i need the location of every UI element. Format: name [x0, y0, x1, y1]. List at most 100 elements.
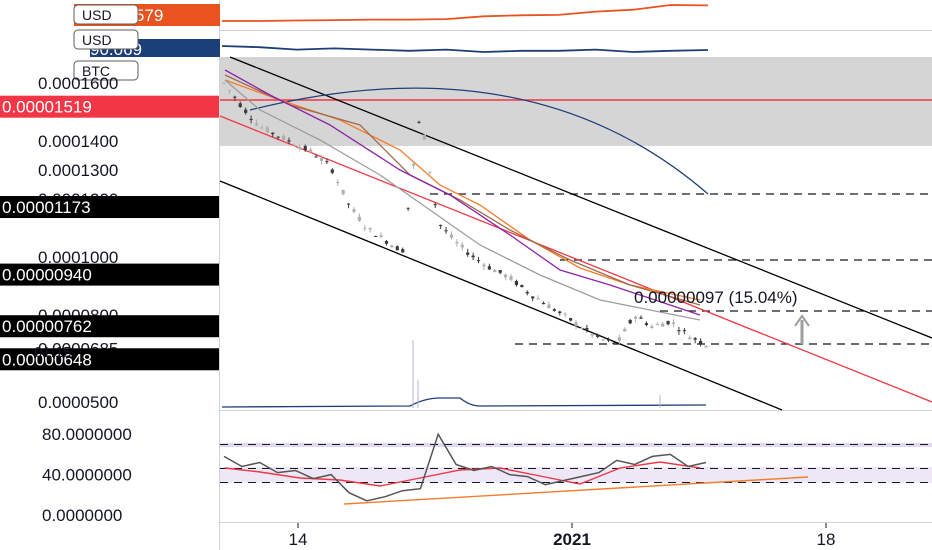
candle [693, 336, 697, 344]
price-badge-bg [0, 348, 219, 371]
measure-annotation: 0.00000097 (15.04%) [634, 288, 798, 307]
candle [374, 235, 378, 238]
comparison-line-usd-top [222, 4, 709, 22]
candle [661, 321, 665, 327]
usd-tag-mid: 90.069 USD [73, 29, 220, 59]
oscillator-tick-label: 0.0000000 [42, 506, 122, 525]
ma-orange [224, 79, 701, 301]
candle [633, 315, 638, 323]
price-badge-bg [0, 263, 219, 286]
candle [254, 119, 259, 127]
candle [357, 213, 361, 222]
candle [314, 153, 318, 158]
candle [303, 144, 307, 152]
time-tick-label: 14 [289, 530, 308, 549]
candle [439, 224, 443, 230]
candle [411, 162, 416, 170]
candle [682, 328, 686, 335]
oscillator-tick-label: 40.0000000 [42, 466, 132, 485]
oscillator-axis: 80.0000000 40.0000000 0.0000000 [42, 425, 132, 525]
candle [363, 225, 367, 232]
candle [677, 326, 681, 335]
ma-purple [224, 69, 701, 316]
candle [249, 115, 253, 124]
volume-spikes [412, 340, 661, 408]
candle [401, 247, 405, 253]
candle [384, 239, 389, 246]
candle [330, 168, 334, 175]
candle [271, 132, 275, 138]
candle [444, 226, 448, 234]
price-badge: 0.00000762 [0, 315, 219, 338]
moving-averages [224, 69, 701, 321]
usd-tag-label-top: USD [82, 7, 112, 23]
candle [617, 334, 621, 345]
time-axis: 14 2021 18 [289, 523, 836, 549]
price-badge-label: 0.00000648 [2, 350, 92, 369]
price-badge-label: 0.00000940 [2, 266, 92, 285]
candle [471, 252, 475, 261]
candle [233, 95, 237, 101]
candle [352, 206, 356, 214]
price-tick-label: 0.0001400 [38, 132, 118, 151]
usd-tag-top: 18579 USD [73, 4, 220, 26]
candle [671, 318, 676, 328]
resistance-zone[interactable] [220, 57, 932, 146]
candle [612, 342, 616, 345]
candle [309, 147, 313, 154]
red-trend-line[interactable] [219, 115, 932, 403]
candle [325, 158, 329, 165]
price-badge: 0.00000648 [0, 348, 219, 371]
candle [482, 262, 486, 271]
candle [260, 124, 264, 130]
candle [574, 319, 578, 330]
measure-arrow [794, 314, 810, 344]
candle [487, 263, 491, 271]
candle [455, 239, 459, 247]
ma-grey [224, 79, 701, 321]
candle [606, 337, 611, 342]
candle [379, 232, 383, 238]
candle [509, 273, 513, 282]
candle [341, 189, 345, 196]
candle [476, 256, 481, 264]
candle [666, 320, 670, 326]
usd-tag-label-mid: USD [82, 32, 112, 48]
candle [531, 296, 535, 302]
price-tick-label: 0.0001300 [38, 161, 118, 180]
candle [406, 207, 410, 211]
candle [601, 338, 605, 341]
price-badge: 0.00001519 [0, 95, 219, 118]
price-badge-label: 0.00001173 [2, 198, 91, 217]
candle [238, 101, 242, 108]
candle [520, 284, 524, 288]
candle [623, 327, 627, 332]
candle [460, 242, 464, 251]
candle [227, 89, 232, 94]
oscillator-signal [224, 461, 701, 487]
price-tick-label: 0.0001600 [38, 74, 118, 93]
price-tick-label: 0.0000500 [38, 393, 118, 412]
candle [433, 202, 437, 209]
descending-channel[interactable] [219, 56, 932, 411]
candle [628, 319, 632, 325]
candle [265, 125, 269, 134]
oscillator-bands [220, 443, 932, 483]
oscillator-tick-label: 80.0000000 [42, 425, 132, 444]
candle [428, 171, 432, 175]
price-badges: 0.00001519 0.00001173 0.00000940 0.00000762… [0, 95, 219, 371]
candle [585, 324, 589, 333]
arc-curve[interactable] [249, 87, 709, 195]
comparison-line-usd-mid [221, 45, 709, 53]
channel-upper-line [229, 56, 932, 339]
candle [417, 120, 421, 124]
time-tick-label: 2021 [553, 530, 591, 549]
ma-brown [224, 74, 701, 306]
candle [650, 324, 654, 329]
time-tick-label: 18 [817, 530, 836, 549]
oscillator-trend-line[interactable] [343, 476, 809, 505]
candle [287, 137, 291, 145]
candle [688, 335, 692, 340]
candle [569, 317, 573, 322]
